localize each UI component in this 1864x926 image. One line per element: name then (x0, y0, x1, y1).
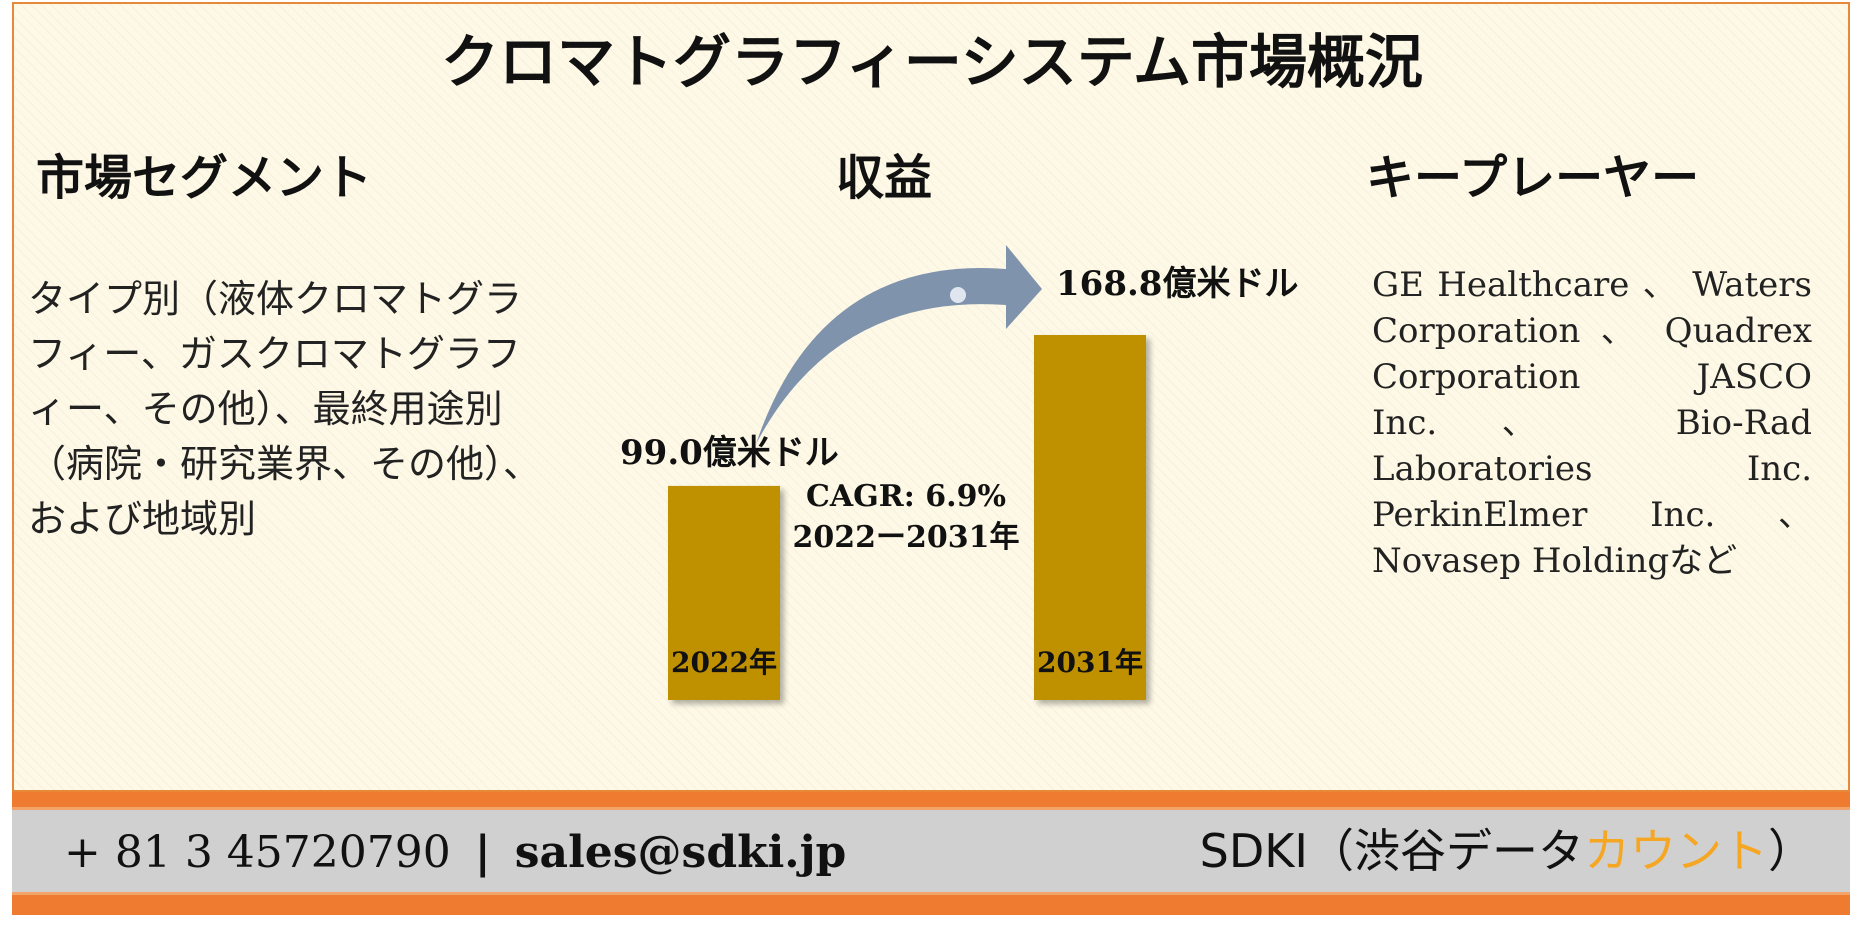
key-players-text: GE Healthcare 、 Waters Corporation 、 Qua… (1372, 265, 1812, 581)
segments-text: タイプ別（液体クロマトグラフィー、ガスクロマトグラフィー、その他）、最終用途別（… (28, 277, 542, 541)
brand-main: SDKI（渋谷データ (1199, 824, 1584, 878)
email-address: sales@sdki.jp (514, 827, 847, 878)
footer-band-bottom (12, 895, 1850, 915)
contact-info: + 81 3 45720790 | sales@sdki.jp (64, 820, 846, 886)
footer-band-top (12, 792, 1850, 807)
segments-heading: 市場セグメント (36, 150, 373, 206)
value-label-2022: 99.0億米ドル (620, 433, 839, 473)
brand-end: ） (1768, 824, 1814, 878)
category-label-2031年: 2031年 (1037, 646, 1143, 679)
page-title: クロマトグラフィーシステム市場概況 (441, 28, 1423, 96)
phone-number: + 81 3 45720790 (64, 827, 451, 878)
main-panel (12, 2, 1850, 792)
growth-arrow (756, 245, 1042, 444)
footer-bar (12, 807, 1850, 895)
brand-accent: カウント (1584, 824, 1768, 878)
arrow-highlight-dot (950, 287, 966, 303)
brand-name: SDKI（渋谷データカウント） (1200, 818, 1814, 884)
bar-2031年 (1034, 335, 1146, 700)
cagr-label: CAGR: 6.9% (806, 479, 1006, 514)
bar-2022年 (668, 485, 780, 700)
value-label-2031: 168.8億米ドル (1056, 264, 1298, 304)
category-label-2022年: 2022年 (671, 646, 777, 679)
revenue-heading: 収益 (836, 150, 933, 206)
players-heading: キープレーヤー (1366, 150, 1700, 206)
cagr-period-label: 2022ー2031年 (793, 520, 1020, 555)
contact-separator: | (474, 827, 491, 878)
